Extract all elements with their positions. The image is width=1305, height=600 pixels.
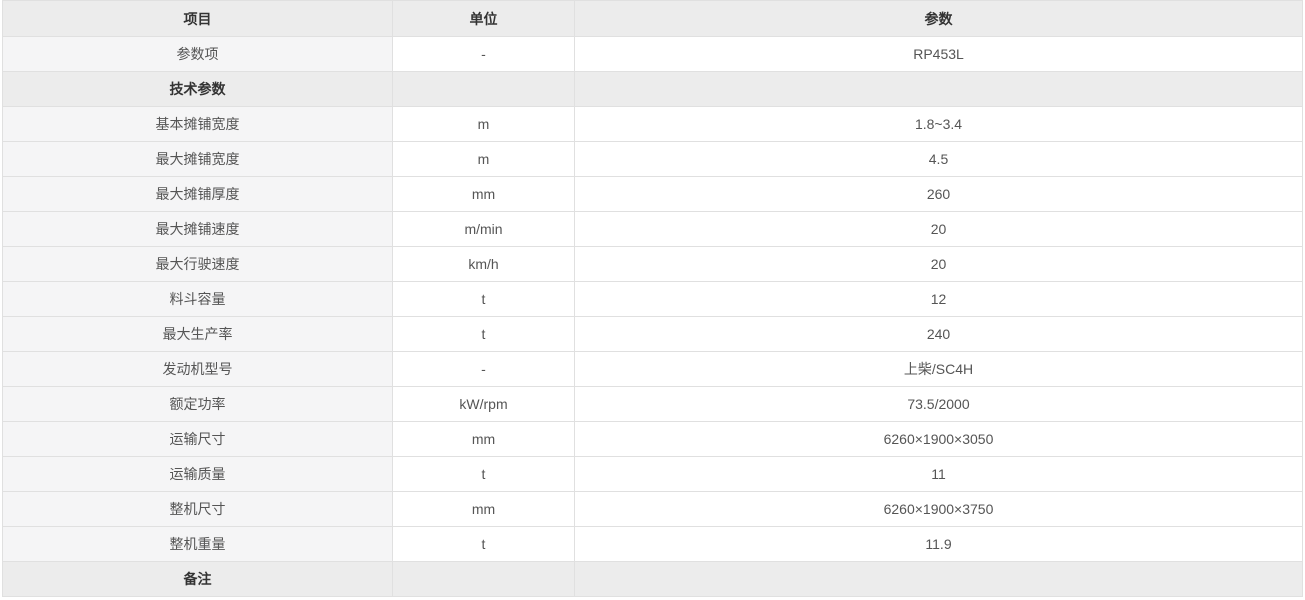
unit-cell: t [392,456,575,492]
spec-table-body: 参数项 - RP453L 技术参数 基本摊铺宽度 m 1.8~3.4 最大摊铺宽度 m 4.5 最大… [2,36,1303,597]
value-cell: 6260×1900×3750 [574,491,1303,527]
value-cell: 11 [574,456,1303,492]
unit-cell: mm [392,421,575,457]
column-header-unit: 单位 [392,0,575,37]
value-cell: 12 [574,281,1303,317]
item-cell: 最大摊铺速度 [2,211,393,247]
table-row: 料斗容量 t 12 [2,281,1303,317]
unit-cell: m [392,106,575,142]
section-row: 备注 [2,561,1303,597]
item-cell: 运输尺寸 [2,421,393,457]
table-row: 整机重量 t 11.9 [2,526,1303,562]
table-row: 发动机型号 - 上柴/SC4H [2,351,1303,387]
unit-cell: t [392,281,575,317]
table-row: 额定功率 kW/rpm 73.5/2000 [2,386,1303,422]
unit-cell: km/h [392,246,575,282]
value-cell: RP453L [574,36,1303,72]
unit-cell: mm [392,176,575,212]
item-cell: 技术参数 [2,71,393,107]
value-cell: 4.5 [574,141,1303,177]
table-row: 最大摊铺速度 m/min 20 [2,211,1303,247]
value-cell: 上柴/SC4H [574,351,1303,387]
item-cell: 整机尺寸 [2,491,393,527]
unit-cell: - [392,36,575,72]
item-cell: 最大生产率 [2,316,393,352]
value-cell: 11.9 [574,526,1303,562]
table-row: 最大摊铺厚度 mm 260 [2,176,1303,212]
item-cell: 最大摊铺厚度 [2,176,393,212]
table-row: 整机尺寸 mm 6260×1900×3750 [2,491,1303,527]
item-cell: 整机重量 [2,526,393,562]
value-cell: 240 [574,316,1303,352]
item-cell: 备注 [2,561,393,597]
section-row: 技术参数 [2,71,1303,107]
table-row: 基本摊铺宽度 m 1.8~3.4 [2,106,1303,142]
unit-cell [392,561,575,597]
value-cell: 20 [574,246,1303,282]
unit-cell: - [392,351,575,387]
unit-cell: m [392,141,575,177]
table-row: 最大生产率 t 240 [2,316,1303,352]
item-cell: 最大摊铺宽度 [2,141,393,177]
item-cell: 参数项 [2,36,393,72]
value-cell: 20 [574,211,1303,247]
item-cell: 最大行驶速度 [2,246,393,282]
table-row: 运输尺寸 mm 6260×1900×3050 [2,421,1303,457]
item-cell: 运输质量 [2,456,393,492]
table-header-row: 项目 单位 参数 [2,0,1303,37]
table-row: 最大行驶速度 km/h 20 [2,246,1303,282]
unit-cell [392,71,575,107]
column-header-value: 参数 [574,0,1303,37]
unit-cell: kW/rpm [392,386,575,422]
table-row: 参数项 - RP453L [2,36,1303,72]
item-cell: 发动机型号 [2,351,393,387]
value-cell: 6260×1900×3050 [574,421,1303,457]
unit-cell: t [392,316,575,352]
item-cell: 基本摊铺宽度 [2,106,393,142]
unit-cell: mm [392,491,575,527]
value-cell [574,561,1303,597]
unit-cell: m/min [392,211,575,247]
value-cell: 260 [574,176,1303,212]
table-row: 运输质量 t 11 [2,456,1303,492]
column-header-item: 项目 [2,0,393,37]
value-cell: 73.5/2000 [574,386,1303,422]
item-cell: 料斗容量 [2,281,393,317]
value-cell: 1.8~3.4 [574,106,1303,142]
value-cell [574,71,1303,107]
item-cell: 额定功率 [2,386,393,422]
table-row: 最大摊铺宽度 m 4.5 [2,141,1303,177]
unit-cell: t [392,526,575,562]
